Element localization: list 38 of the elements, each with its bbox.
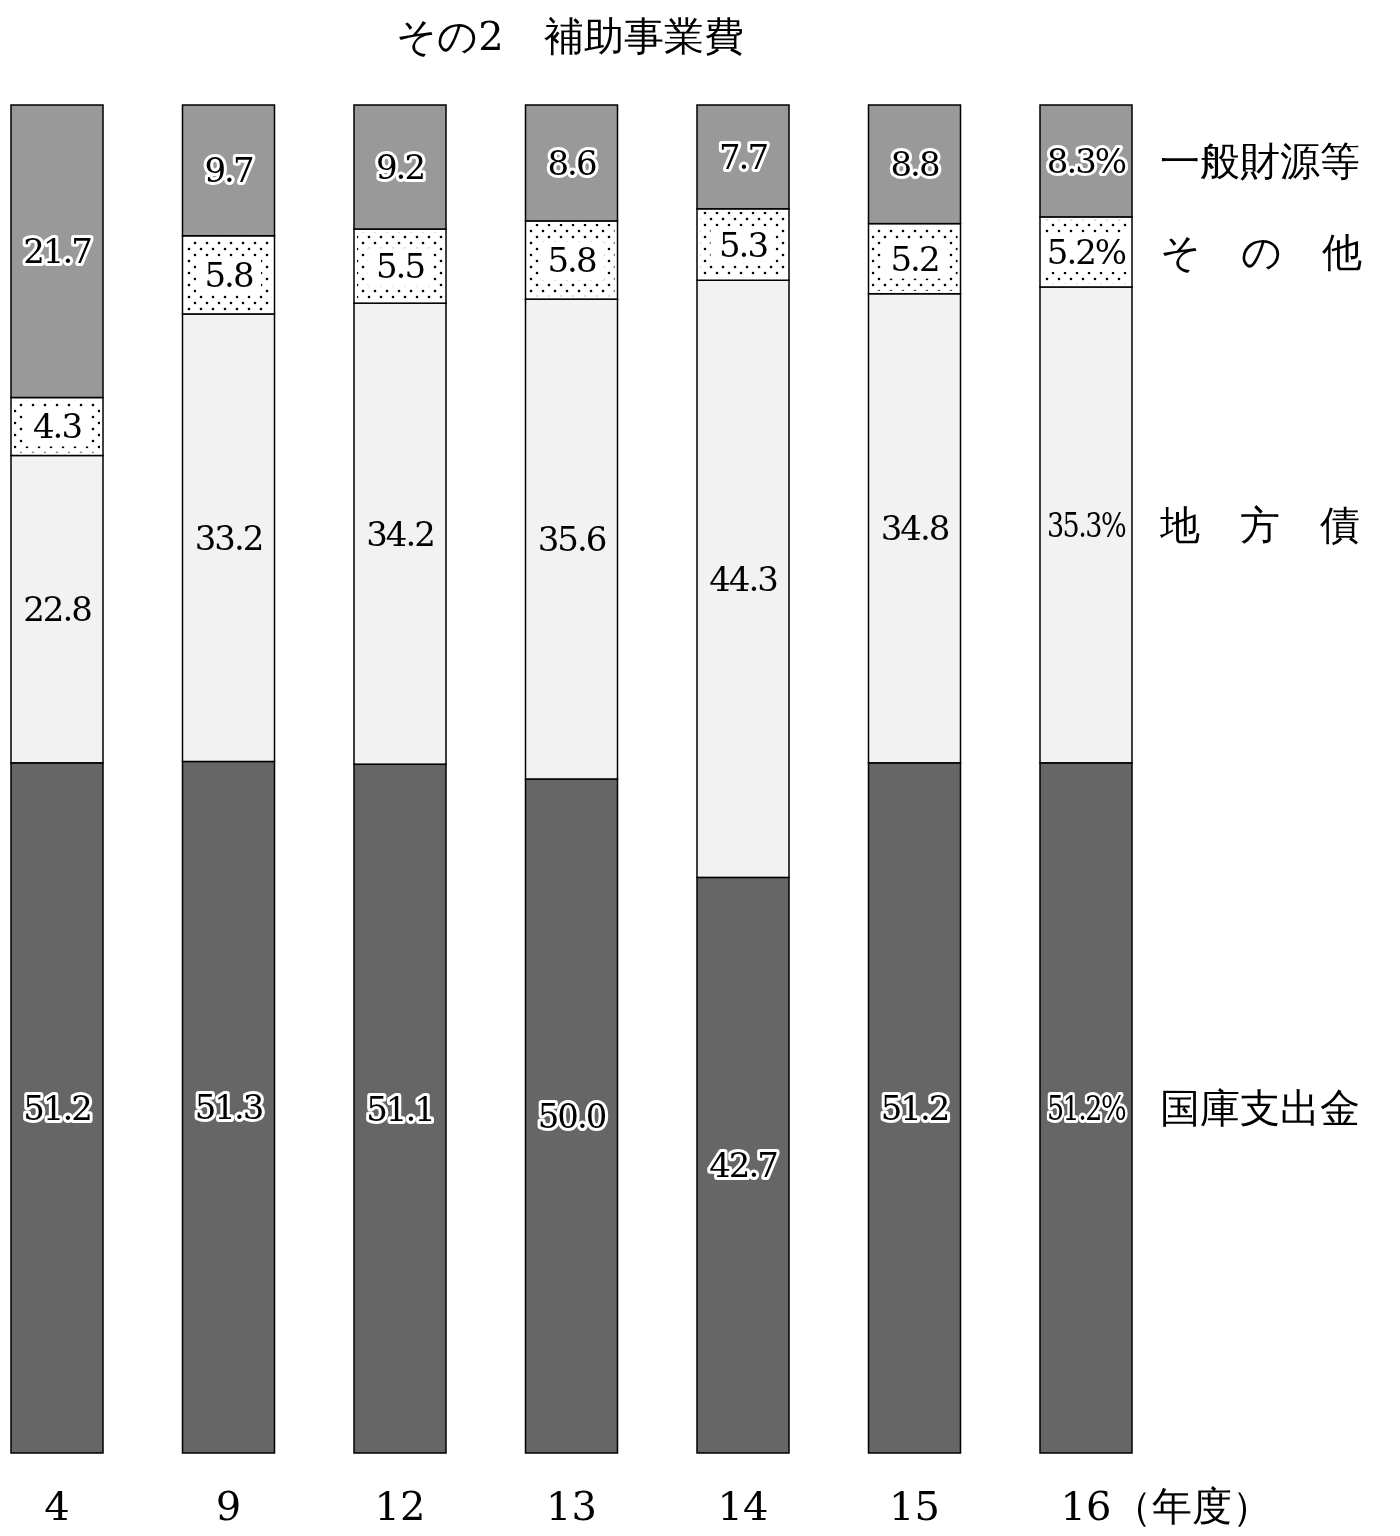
series-label: 一般財源等: [1160, 137, 1360, 184]
data-label: 8.3%: [1046, 140, 1126, 181]
data-label: 35.3%: [1047, 504, 1146, 545]
data-label: 5.8: [547, 240, 596, 281]
data-label: 34.8: [880, 508, 949, 549]
data-label: 8.8: [890, 144, 939, 185]
data-label: 33.2: [194, 517, 263, 558]
x-tick-label: 4: [44, 1483, 70, 1529]
data-label: 34.2: [366, 513, 434, 554]
series-label: 地 方 債: [1159, 501, 1360, 548]
data-label: 44.3: [709, 558, 778, 599]
data-label: 21.7: [23, 231, 92, 272]
data-label: 8.6: [547, 142, 596, 183]
x-tick-label: 13: [546, 1483, 597, 1529]
data-label: 5.8: [204, 254, 253, 295]
data-label: 5.3: [718, 224, 768, 265]
data-label: 9.7: [204, 150, 253, 191]
data-label: 5.2%: [1046, 231, 1126, 272]
x-tick-label: 14: [717, 1483, 769, 1529]
x-axis-title: （年度）: [1112, 1483, 1272, 1529]
data-label: 5.2: [890, 238, 939, 279]
data-label: 7.7: [718, 136, 768, 177]
data-label: 9.2: [375, 147, 425, 188]
x-tick-label: 9: [215, 1483, 242, 1529]
data-label: 5.5: [375, 246, 425, 287]
data-label: 4.3: [32, 406, 82, 447]
data-label: 51.2%: [1047, 1087, 1146, 1128]
data-label: 50.0: [537, 1096, 606, 1136]
data-label: 35.6: [537, 519, 606, 560]
chart-title: その2 補助事業費: [396, 13, 744, 59]
x-tick-label: 16: [1060, 1483, 1112, 1529]
x-tick-label: 15: [889, 1483, 940, 1529]
x-tick-label: 12: [374, 1483, 426, 1529]
data-label: 42.7: [709, 1145, 778, 1186]
series-label: 国庫支出金: [1160, 1084, 1360, 1131]
series-label: そ の 他: [1160, 228, 1362, 275]
data-label: 22.8: [23, 589, 92, 630]
data-label: 51.2: [23, 1087, 91, 1128]
